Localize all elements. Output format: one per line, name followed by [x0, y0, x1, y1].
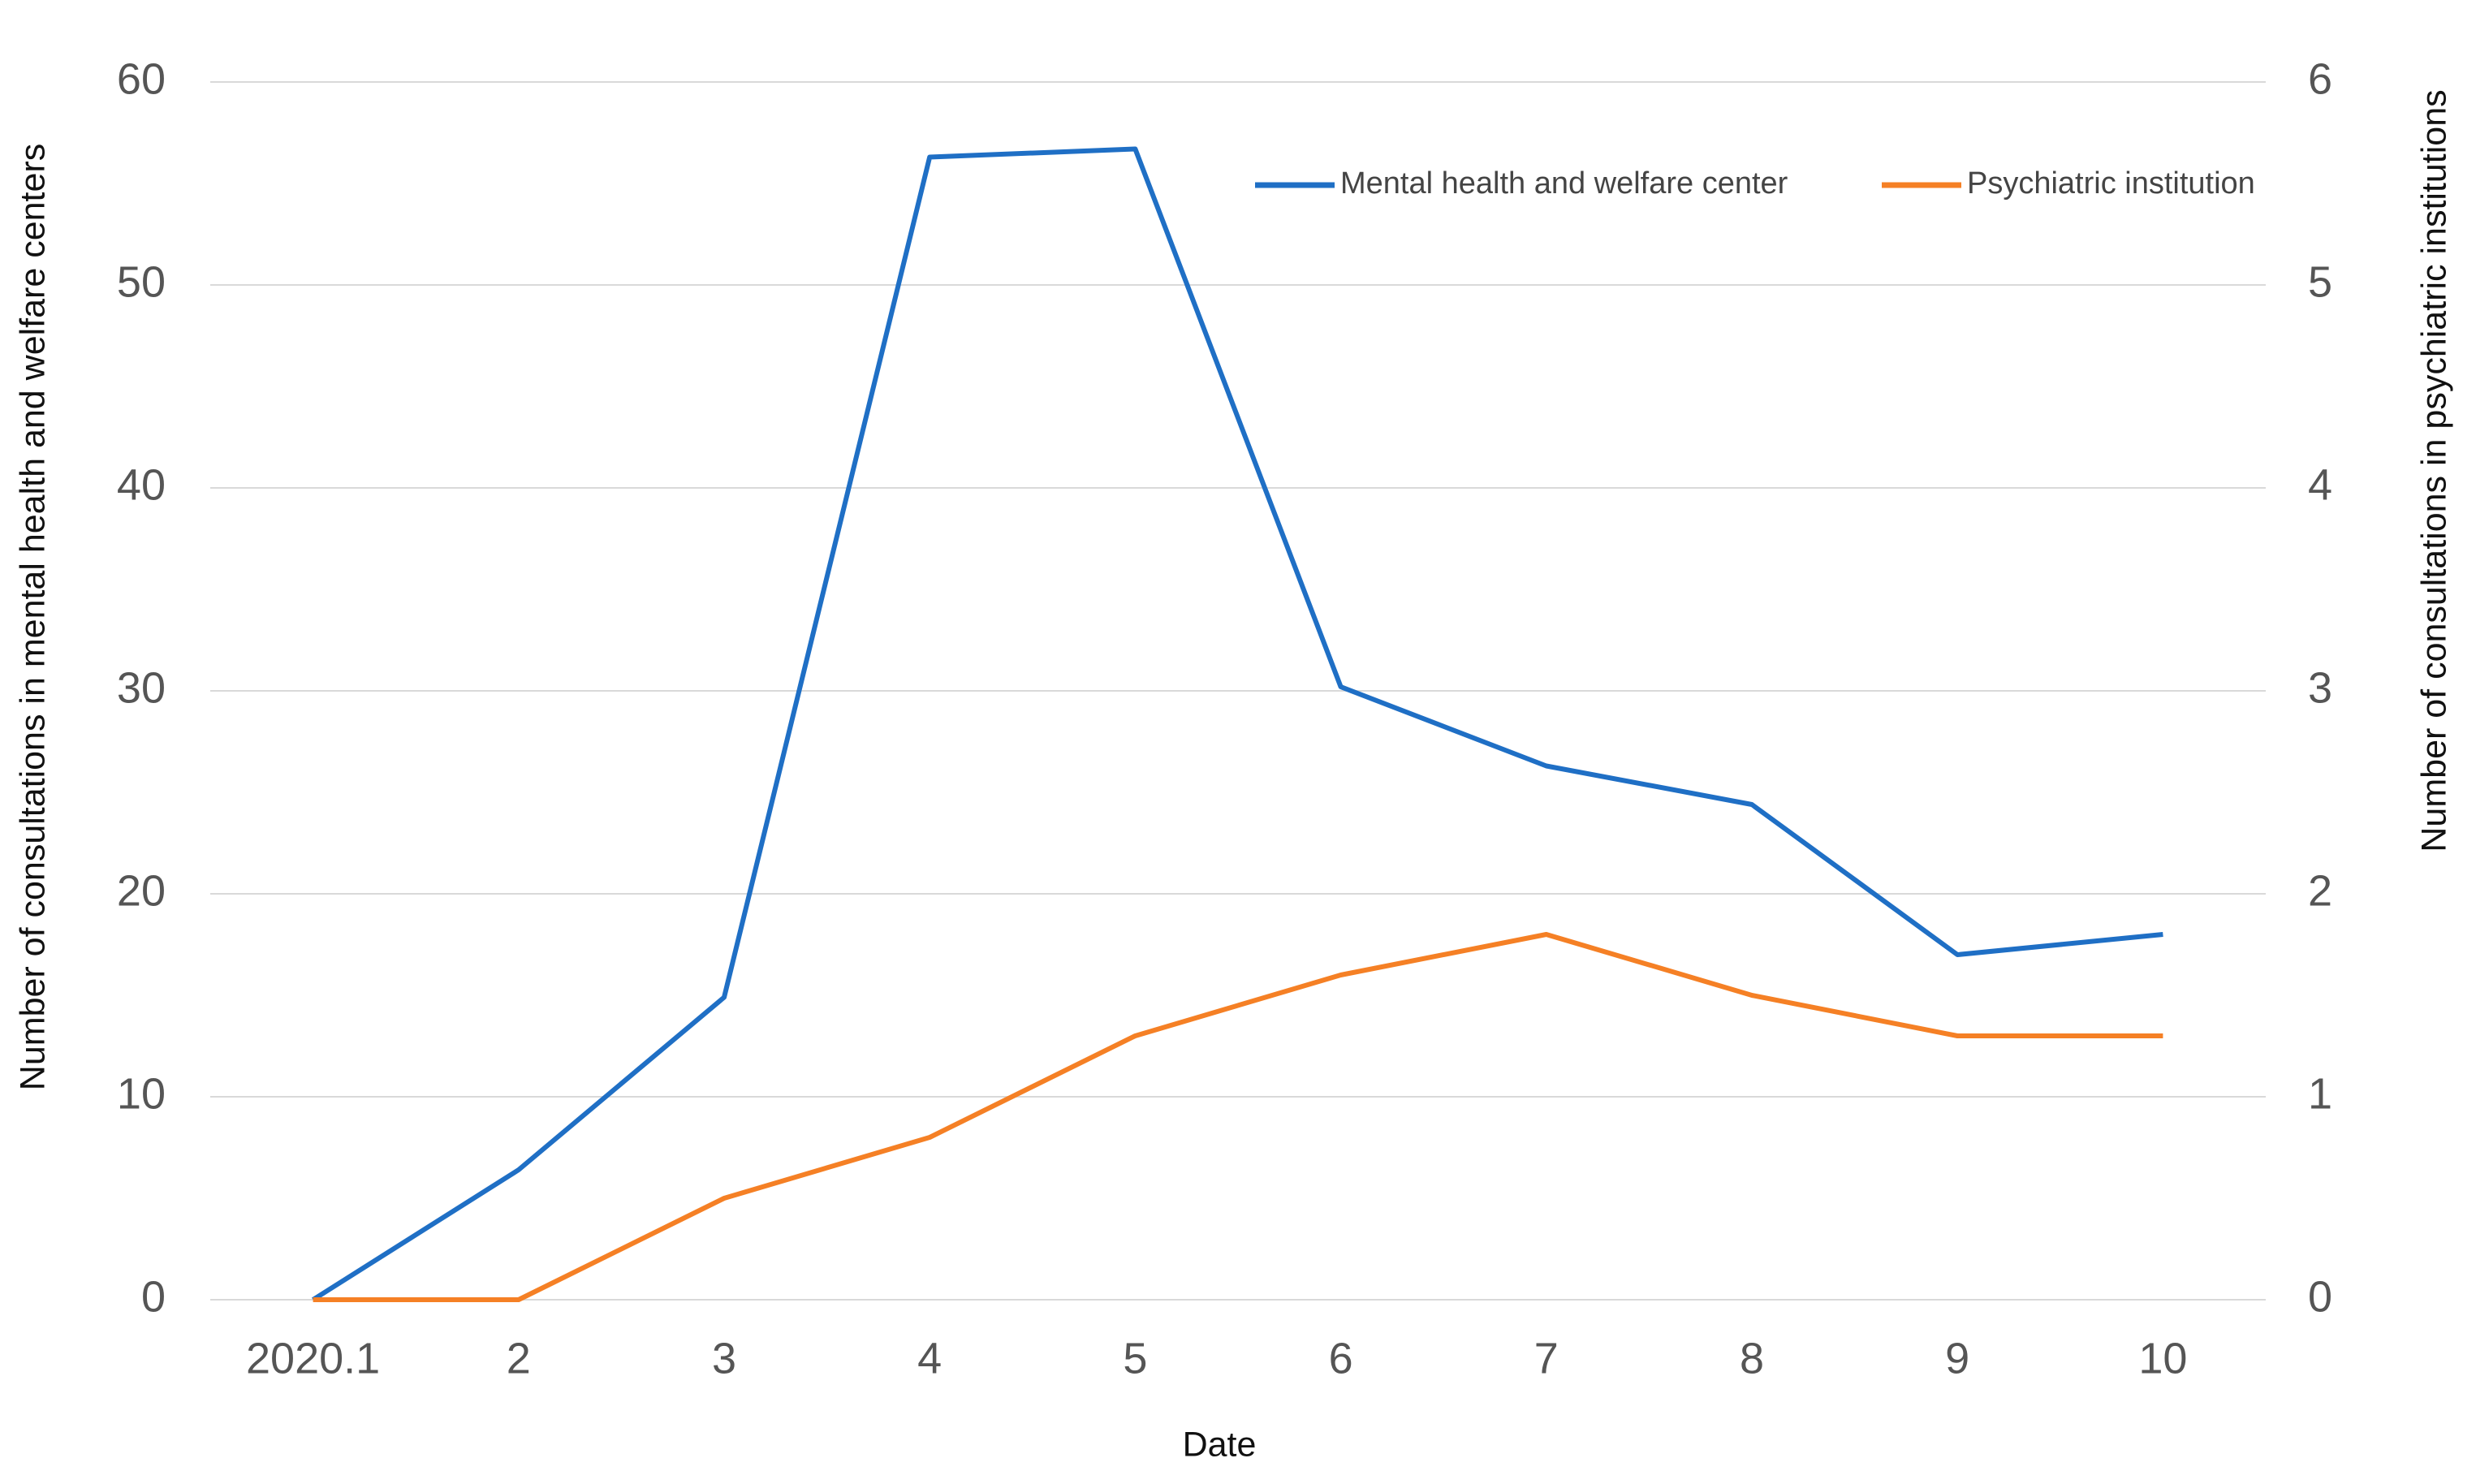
y2-tick-label: 2	[2308, 866, 2332, 915]
legend-label: Psychiatric institution	[1967, 166, 2255, 201]
y2-tick-label: 1	[2308, 1069, 2332, 1118]
x-axis-title: Date	[1183, 1425, 1257, 1464]
y-tick-label: 30	[117, 663, 166, 712]
x-tick-label: 5	[1123, 1334, 1147, 1383]
x-tick-label: 4	[917, 1334, 942, 1383]
series-line	[313, 932, 2163, 1302]
y-tick-label: 0	[141, 1272, 166, 1321]
y2-tick-label: 5	[2308, 257, 2332, 306]
x-tick-label: 3	[712, 1334, 736, 1383]
y-tick-label: 40	[117, 460, 166, 509]
y2-tick-label: 4	[2308, 460, 2332, 509]
y-tick-label: 10	[117, 1069, 166, 1118]
x-tick-label: 2	[507, 1334, 531, 1383]
y2-tick-label: 0	[2308, 1272, 2332, 1321]
y-tick-label: 50	[117, 257, 166, 306]
series-line	[311, 146, 2163, 1302]
x-tick-label: 9	[1945, 1334, 1969, 1383]
y2-axis-title: Number of consultations in psychiatric i…	[2414, 89, 2453, 852]
legend-label: Mental health and welfare center	[1340, 166, 1788, 201]
x-tick-label: 7	[1534, 1334, 1559, 1383]
y2-tick-label: 6	[2308, 54, 2332, 103]
x-tick-label: 8	[1740, 1334, 1764, 1383]
x-tick-label: 2020.1	[246, 1334, 380, 1383]
x-tick-label: 6	[1329, 1334, 1353, 1383]
x-tick-label: 10	[2138, 1334, 2187, 1383]
y2-tick-label: 3	[2308, 663, 2332, 712]
y-axis-title: Number of consultations in mental health…	[13, 144, 52, 1090]
y-tick-label: 20	[117, 866, 166, 915]
y-tick-label: 60	[117, 54, 166, 103]
